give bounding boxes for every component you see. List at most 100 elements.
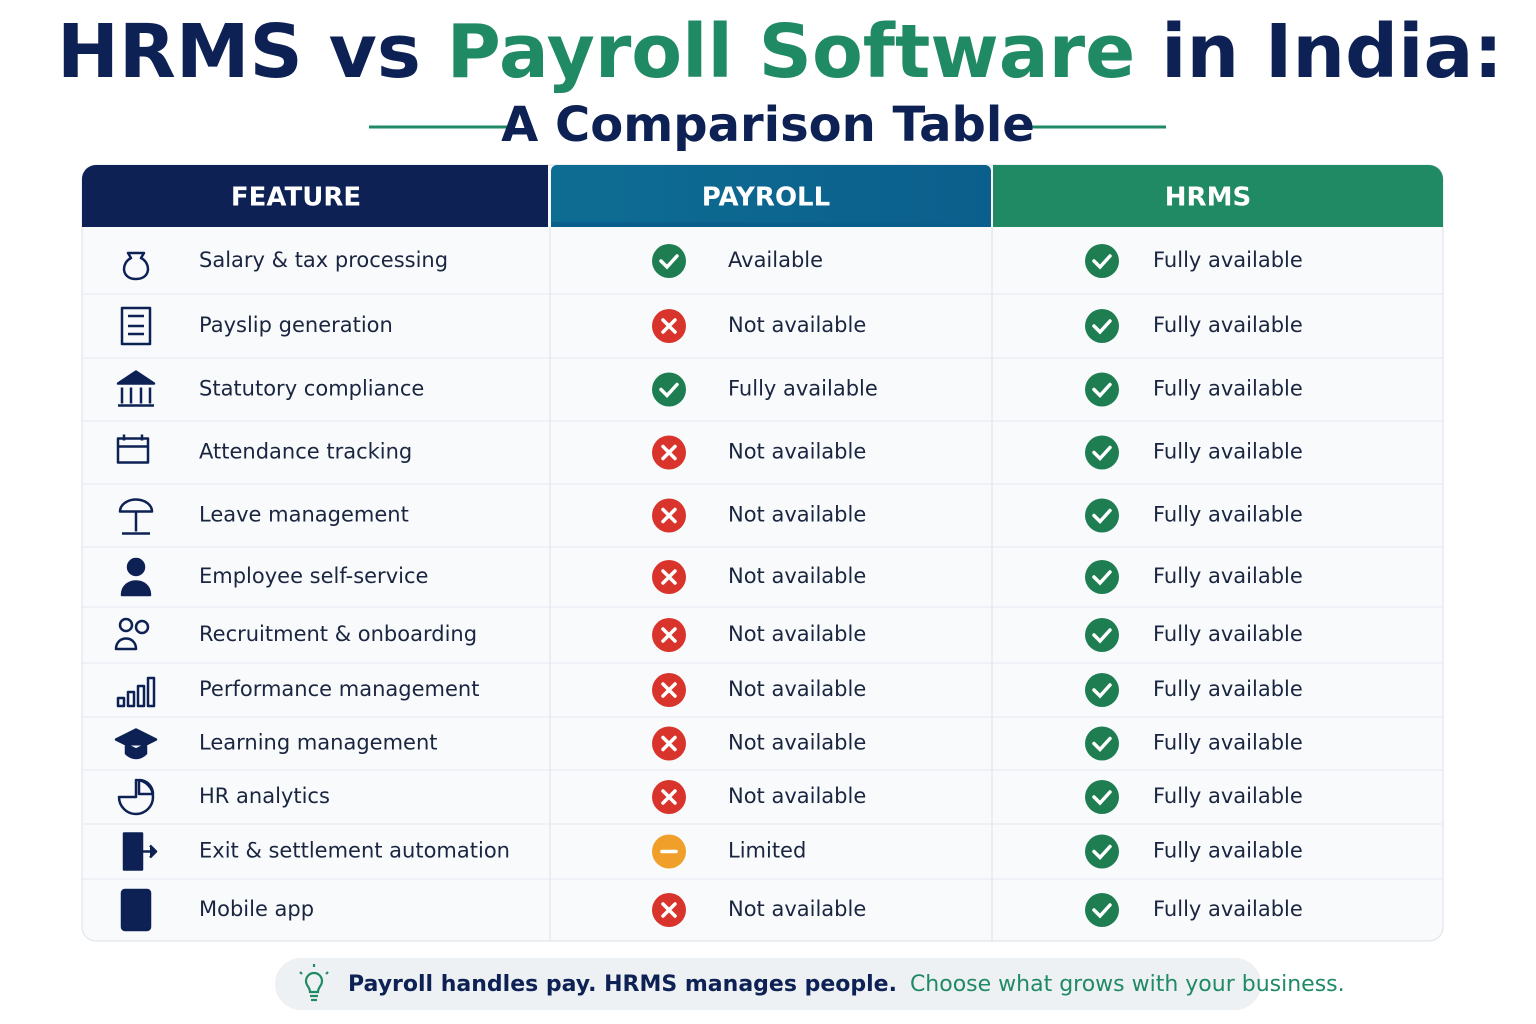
feature-icon — [116, 434, 150, 464]
payroll-status: Not available — [728, 440, 866, 464]
feature-icon — [122, 251, 150, 281]
column-header: HRMS — [1165, 183, 1251, 213]
payroll-status: Not available — [728, 784, 866, 808]
feature-icon — [116, 676, 156, 708]
feature-label: Recruitment & onboarding — [199, 622, 477, 646]
feature-icon — [114, 617, 150, 651]
status-icon — [652, 244, 686, 278]
status-icon — [1085, 560, 1119, 594]
table-row: Learning management Not available Fully av… — [82, 726, 1443, 771]
feature-icon — [118, 498, 154, 535]
hrms-status: Fully available — [1153, 440, 1303, 464]
feature-label: HR analytics — [199, 784, 330, 808]
payroll-status: Not available — [728, 313, 866, 337]
header-cell — [551, 222, 991, 227]
header-cell — [993, 165, 1443, 227]
feature-icon — [122, 832, 158, 871]
hrms-status: Fully available — [1153, 897, 1303, 921]
feature-icon — [120, 306, 152, 346]
subtitle: A Comparison Table — [501, 97, 1035, 153]
status-icon — [1085, 244, 1119, 278]
feature-icon — [117, 778, 155, 816]
status-icon — [1092, 382, 1112, 399]
feature-label: Attendance tracking — [199, 440, 412, 464]
status-icon — [1085, 435, 1119, 470]
payroll-status: Fully available — [728, 377, 878, 401]
table-row: Payslip generation Not available Fully ava… — [82, 306, 1443, 359]
status-icon — [661, 735, 677, 752]
feature-label: Statutory compliance — [199, 377, 424, 401]
status-icon — [1092, 319, 1112, 335]
feature-label: Employee self-service — [199, 564, 428, 588]
status-icon — [659, 254, 679, 270]
hrms-status: Fully available — [1153, 622, 1303, 646]
footer-emphasis: Payroll handles pay. HRMS manages people… — [348, 972, 897, 997]
footer-text: Payroll handles pay. HRMS manages people… — [348, 972, 1345, 997]
title: HRMS vs Payroll Software in India: — [57, 9, 1503, 95]
column-header: PAYROLL — [702, 183, 830, 213]
status-icon — [1092, 736, 1112, 753]
title-part: Payroll Software — [447, 9, 1136, 95]
table-row: Salary & tax processing Available Fully av… — [82, 244, 1443, 295]
payroll-status: Not available — [728, 677, 866, 701]
table-row: Performance management Not available Fully… — [82, 673, 1443, 718]
table-row: Employee self-service Not available Fully … — [82, 557, 1443, 608]
status-icon — [1085, 834, 1119, 869]
status-icon — [1092, 628, 1112, 644]
feature-label: Payslip generation — [199, 313, 393, 337]
feature-label: Performance management — [199, 677, 479, 701]
hrms-status: Fully available — [1153, 839, 1303, 863]
status-icon — [661, 902, 677, 918]
status-icon — [1092, 570, 1112, 586]
feature-icon — [120, 557, 152, 597]
hrms-status: Fully available — [1153, 677, 1303, 701]
title-part: in India: — [1161, 9, 1503, 95]
header-cell — [551, 165, 991, 227]
hrms-status: Fully available — [1153, 248, 1303, 272]
status-icon — [1085, 498, 1119, 533]
status-icon — [1092, 445, 1112, 462]
status-icon — [661, 682, 677, 698]
status-icon — [1085, 309, 1119, 343]
status-icon — [661, 507, 677, 524]
bulb-icon — [299, 964, 329, 1002]
status-icon — [1092, 903, 1112, 919]
status-icon — [1085, 372, 1119, 407]
status-icon — [1085, 726, 1119, 761]
status-icon — [661, 569, 677, 585]
payroll-status: Not available — [728, 731, 866, 755]
status-icon — [661, 444, 677, 461]
title-part: HRMS vs — [57, 9, 421, 95]
status-icon — [1092, 844, 1112, 861]
hrms-status: Fully available — [1153, 731, 1303, 755]
table-frame — [81, 164, 1444, 942]
status-icon — [659, 382, 679, 399]
status-icon — [1092, 254, 1112, 270]
feature-label: Mobile app — [199, 897, 314, 921]
payroll-status: Not available — [728, 897, 866, 921]
footer-tagline: Choose what grows with your business. — [910, 972, 1345, 997]
status-icon — [661, 789, 677, 805]
hrms-status: Fully available — [1153, 503, 1303, 527]
footer-pill — [275, 958, 1261, 1010]
table-row: Attendance tracking Not available Fully av… — [82, 434, 1443, 485]
status-icon — [652, 372, 686, 407]
feature-label: Salary & tax processing — [199, 248, 448, 272]
status-icon — [661, 318, 677, 334]
feature-label: Exit & settlement automation — [199, 839, 510, 863]
payroll-status: Available — [728, 248, 823, 272]
table-row: Recruitment & onboarding Not available Ful… — [82, 617, 1443, 664]
table-row: Leave management Not available Fully avail… — [82, 498, 1443, 548]
table-row: HR analytics Not available Fully available — [82, 778, 1443, 825]
status-icon — [1085, 673, 1119, 707]
column-header: FEATURE — [231, 183, 361, 213]
payroll-status: Not available — [728, 564, 866, 588]
hrms-status: Fully available — [1153, 377, 1303, 401]
hrms-status: Fully available — [1153, 784, 1303, 808]
status-icon — [1085, 618, 1119, 652]
payroll-status: Limited — [728, 839, 806, 863]
table-row: Mobile app Not available Fully available — [120, 888, 1303, 932]
table-body: Salary & tax processing Available Fully av… — [82, 244, 1443, 932]
